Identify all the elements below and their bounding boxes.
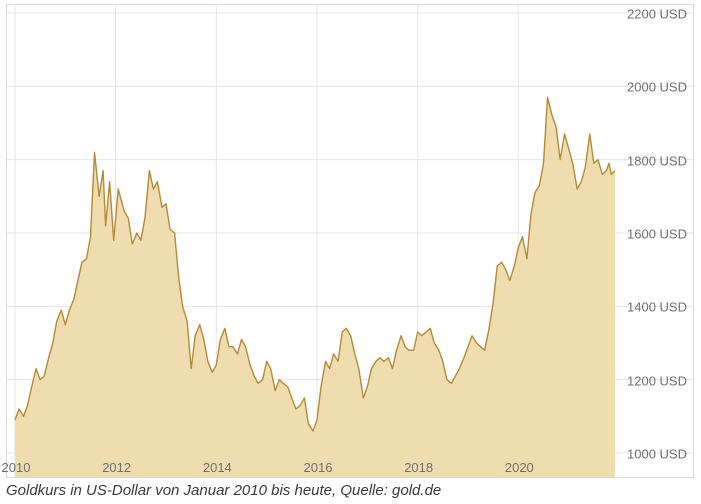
y-tick-label: 2200 USD: [627, 7, 687, 22]
x-tick-label: 2010: [2, 460, 31, 475]
area-chart-svg: [7, 5, 693, 477]
x-tick-label: 2020: [505, 460, 534, 475]
y-tick-label: 2000 USD: [627, 80, 687, 95]
chart-caption: Goldkurs in US-Dollar von Januar 2010 bi…: [6, 478, 694, 499]
x-axis-labels: 201020122014201620182020: [7, 459, 693, 475]
y-tick-label: 1000 USD: [627, 447, 687, 462]
x-tick-label: 2012: [102, 460, 131, 475]
y-tick-label: 1600 USD: [627, 227, 687, 242]
chart-container: 2010 2012 2014 2016 2018 2020 1000 USD 1200 US…: [0, 0, 701, 504]
x-tick-label: 2014: [203, 460, 232, 475]
y-tick-label: 1200 USD: [627, 373, 687, 388]
x-tick-label: 2018: [404, 460, 433, 475]
chart-frame: 201020122014201620182020 1000 USD1200 US…: [6, 4, 694, 478]
x-tick-label: 2016: [304, 460, 333, 475]
y-tick-label: 1800 USD: [627, 153, 687, 168]
y-tick-label: 1400 USD: [627, 300, 687, 315]
